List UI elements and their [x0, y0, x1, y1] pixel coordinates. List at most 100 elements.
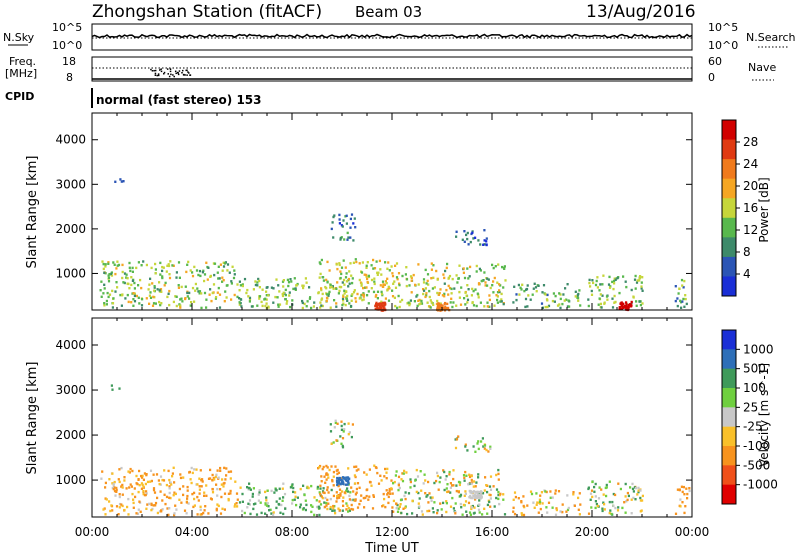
heatmap-cell: [239, 284, 242, 287]
heatmap-cell: [630, 300, 633, 304]
colorbar-tick-label: 20: [743, 179, 758, 193]
heatmap-cell: [627, 494, 630, 498]
heatmap-cell: [284, 288, 287, 292]
heatmap-cell: [549, 490, 552, 493]
heatmap-cell: [102, 508, 105, 511]
heatmap-cell: [352, 222, 355, 225]
heatmap-cell: [479, 269, 482, 272]
heatmap-cell: [354, 498, 357, 501]
heatmap-cell: [318, 261, 321, 264]
heatmap-cell: [617, 506, 620, 509]
heatmap-cell: [393, 480, 396, 484]
heatmap-cell: [338, 476, 341, 480]
heatmap-cell: [351, 277, 354, 280]
heatmap-cell: [366, 488, 369, 491]
colorbar-tick-label: 28: [743, 135, 758, 149]
heatmap-cell: [380, 479, 383, 482]
heatmap-cell: [438, 291, 441, 295]
heatmap-cell: [464, 470, 467, 474]
heatmap-cell: [241, 509, 244, 513]
heatmap-cell: [529, 298, 532, 301]
heatmap-cell: [413, 484, 416, 488]
heatmap-cell: [340, 442, 343, 445]
heatmap-cell: [329, 430, 333, 433]
heatmap-cell: [400, 511, 403, 515]
heatmap-cell: [159, 273, 162, 276]
heatmap-cell: [345, 489, 348, 492]
heatmap-cell: [398, 486, 401, 490]
heatmap-cell: [258, 286, 261, 289]
heatmap-cell: [624, 280, 627, 283]
heatmap-cell: [683, 493, 686, 496]
heatmap-cell: [328, 290, 331, 294]
heatmap-cell: [608, 500, 611, 504]
heatmap-cell: [203, 273, 207, 276]
heatmap-cell: [332, 504, 335, 508]
heatmap-cell: [280, 503, 283, 507]
panel-background: [92, 113, 692, 310]
heatmap-cell: [474, 450, 477, 453]
heatmap-cell: [366, 280, 369, 284]
heatmap-cell: [479, 497, 482, 500]
heatmap-cell: [419, 302, 422, 305]
heatmap-cell: [409, 480, 412, 484]
heatmap-cell: [318, 506, 321, 510]
heatmap-cell: [535, 503, 538, 506]
heatmap-cell: [382, 283, 385, 286]
heatmap-cell: [365, 473, 368, 476]
heatmap-cell: [180, 501, 183, 504]
heatmap-cell: [376, 273, 379, 276]
heatmap-cell: [320, 304, 323, 307]
heatmap-cell: [365, 273, 368, 277]
heatmap-cell: [207, 266, 210, 269]
heatmap-cell: [144, 493, 147, 497]
heatmap-cell: [452, 484, 455, 487]
heatmap-cell: [385, 489, 388, 492]
heatmap-cell: [261, 304, 264, 308]
heatmap-cell: [474, 496, 477, 500]
heatmap-cell: [587, 486, 590, 489]
heatmap-cell: [254, 280, 257, 283]
heatmap-cell: [304, 277, 307, 280]
heatmap-cell: [103, 302, 106, 305]
heatmap-cell: [216, 469, 219, 472]
heatmap-cell: [497, 493, 500, 497]
heatmap-cell: [223, 262, 227, 265]
heatmap-cell: [175, 304, 178, 308]
freq-point: [156, 74, 158, 77]
heatmap-cell: [469, 265, 472, 269]
freq-point: [184, 74, 186, 76]
heatmap-cell: [422, 482, 425, 485]
velocity-y-axis-title: Slant Range [km]: [25, 362, 40, 475]
heatmap-cell: [178, 276, 181, 279]
heatmap-cell: [174, 504, 177, 507]
heatmap-cell: [621, 303, 624, 307]
heatmap-cell: [589, 498, 592, 501]
heatmap-cell: [431, 496, 434, 499]
heatmap-cell: [589, 285, 592, 288]
heatmap-cell: [327, 292, 330, 295]
heatmap-cell: [432, 264, 435, 267]
heatmap-cell: [168, 303, 171, 307]
heatmap-cell: [256, 304, 259, 307]
heatmap-cell: [130, 283, 133, 287]
heatmap-cell: [238, 289, 241, 292]
heatmap-cell: [416, 293, 419, 297]
heatmap-cell: [291, 483, 294, 486]
heatmap-cell: [171, 475, 174, 478]
heatmap-cell: [264, 304, 267, 308]
heatmap-cell: [204, 505, 207, 508]
heatmap-cell: [390, 265, 393, 268]
heatmap-cell: [391, 289, 394, 292]
heatmap-cell: [489, 505, 492, 508]
heatmap-cell: [439, 502, 442, 505]
y-tick-label: 3000: [55, 383, 86, 397]
heatmap-cell: [439, 309, 442, 312]
heatmap-cell: [449, 491, 452, 494]
heatmap-cell: [428, 295, 431, 299]
heatmap-cell: [349, 491, 352, 494]
heatmap-cell: [231, 265, 234, 268]
heatmap-cell: [318, 513, 321, 517]
heatmap-cell: [466, 267, 469, 270]
heatmap-cell: [360, 271, 364, 274]
